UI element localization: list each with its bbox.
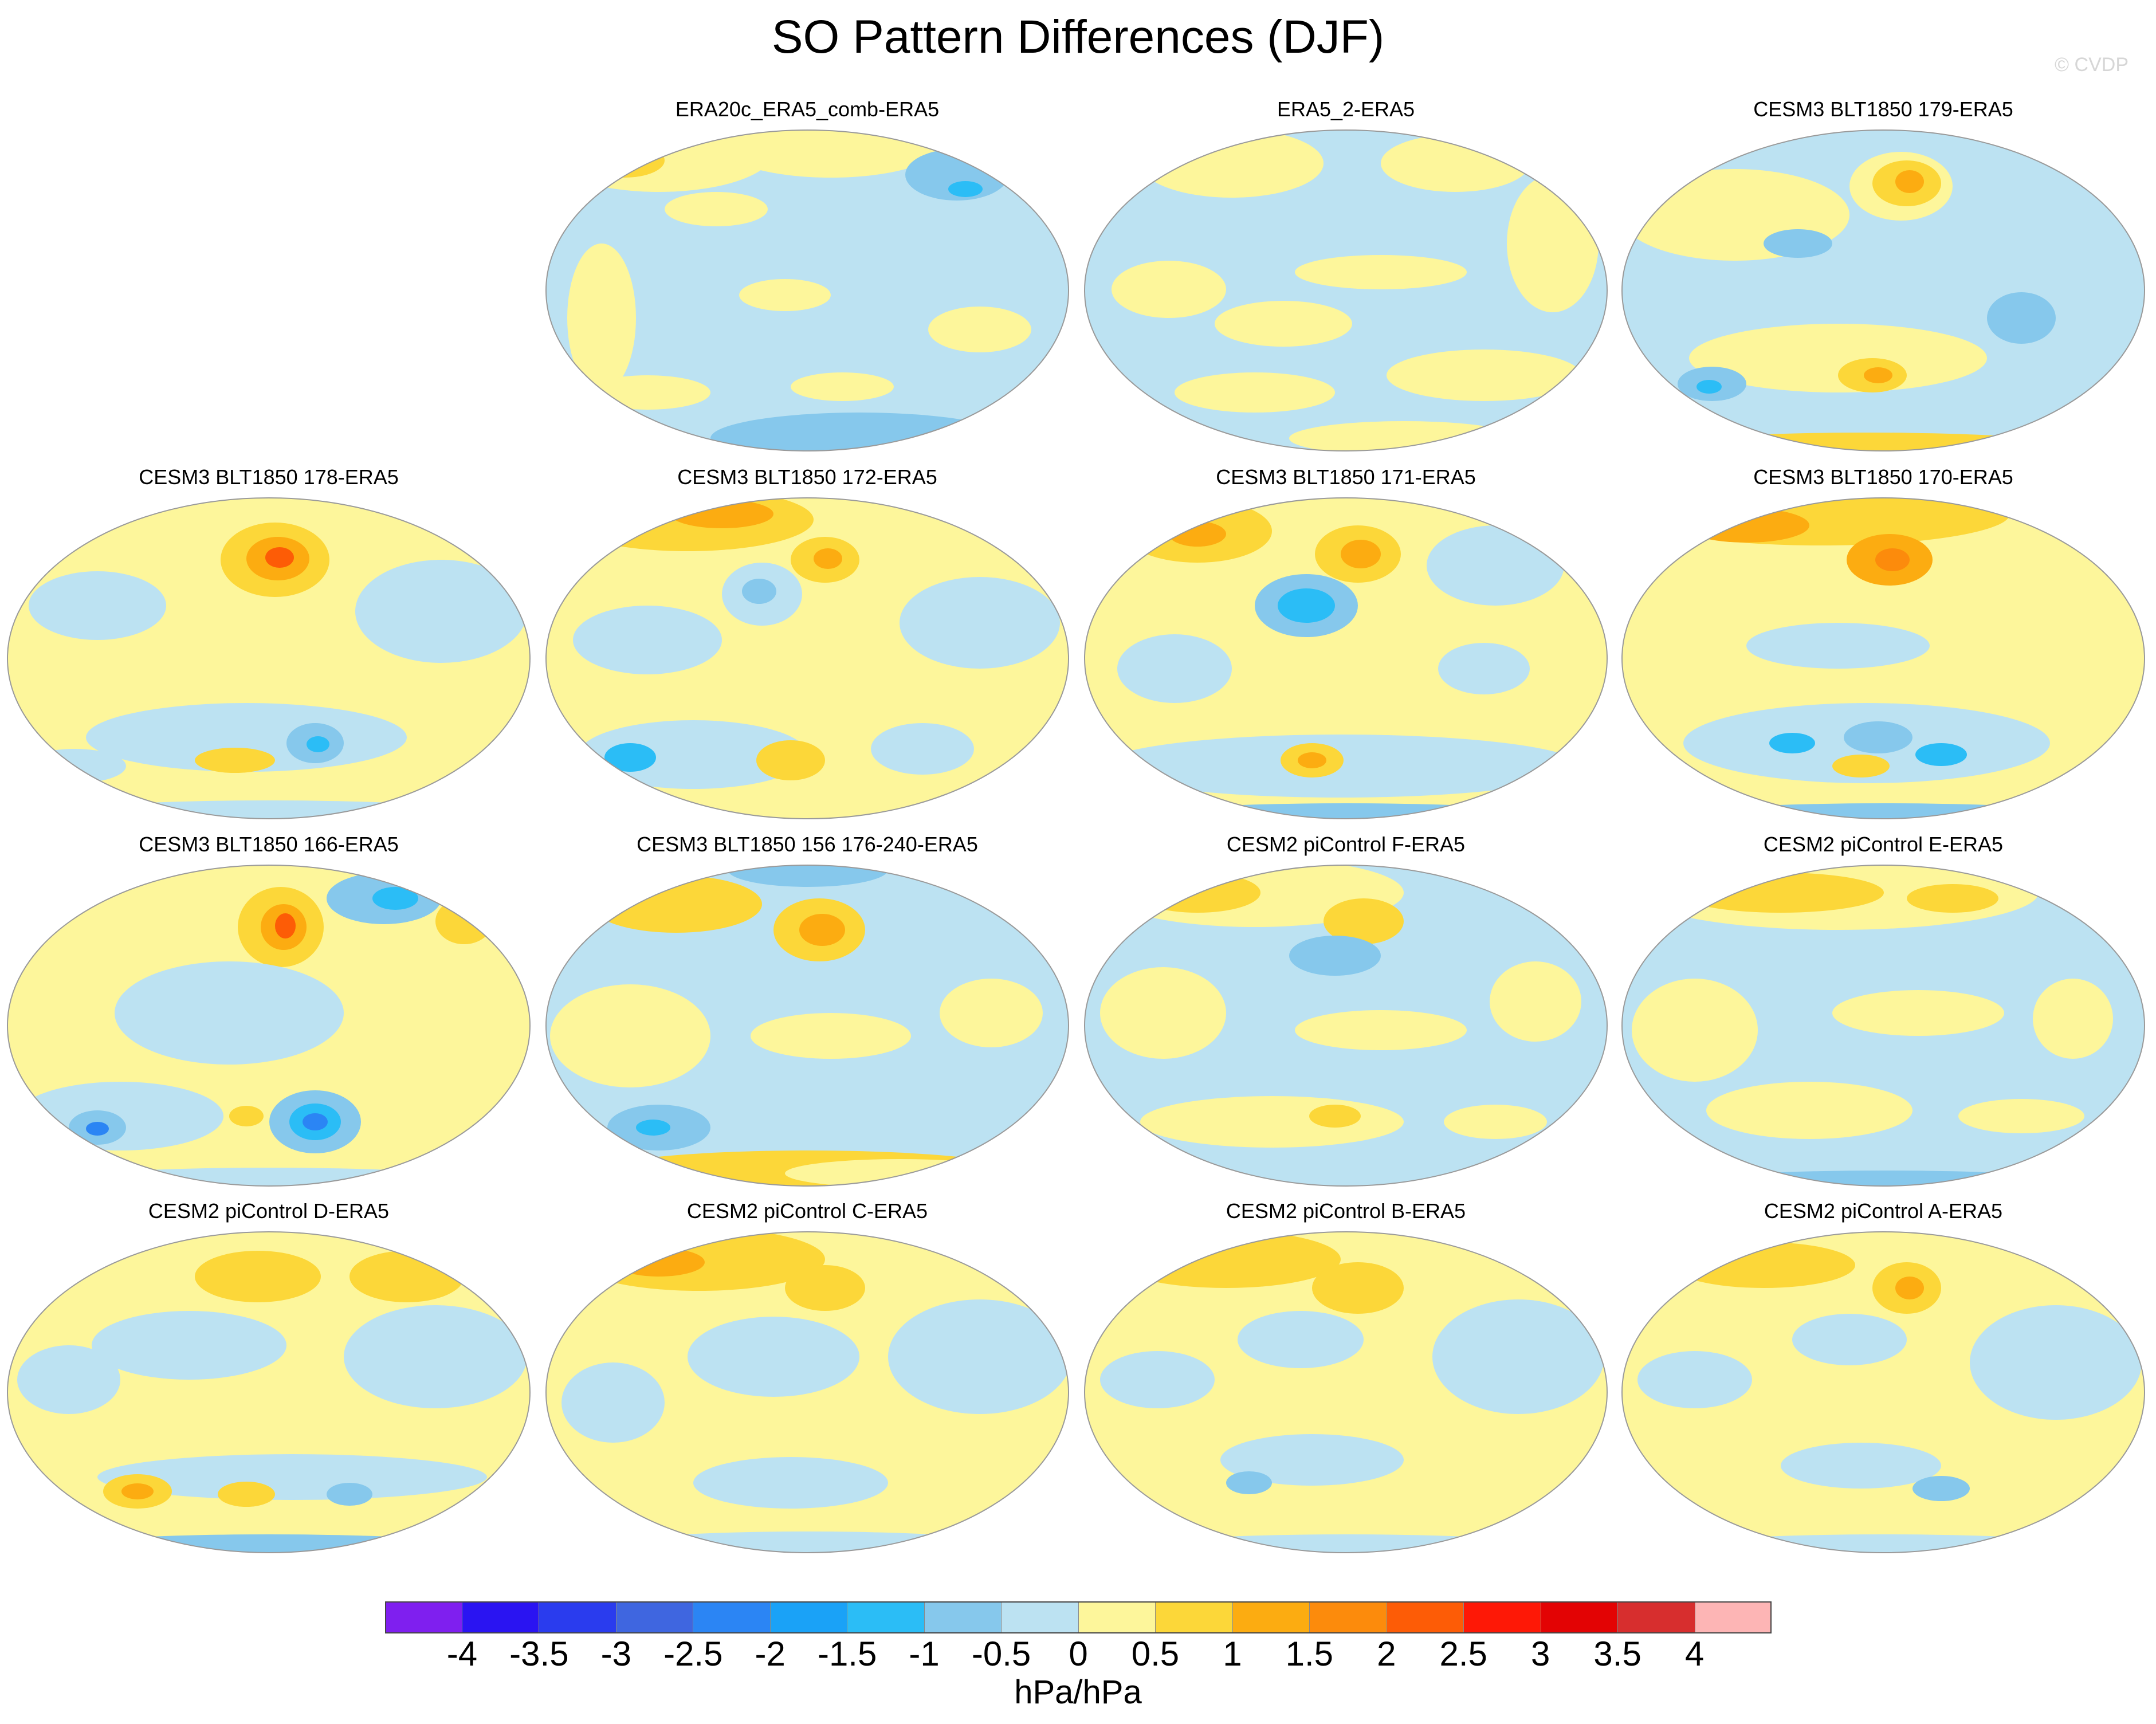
colorbar-box [1310, 1601, 1387, 1633]
map-plot [545, 497, 1069, 819]
map-plot [1084, 497, 1608, 819]
map-panel: CESM3 BLT1850 156 176-240-ERA5 [544, 832, 1070, 1199]
map-panel: CESM3 BLT1850 166-ERA5 [6, 832, 532, 1199]
colorbar-tick-label: 0.5 [1131, 1635, 1180, 1673]
map-panel: CESM2 piControl C-ERA5 [544, 1199, 1070, 1566]
map-plot [1621, 865, 2145, 1187]
colorbar-tick-label: -1.5 [817, 1635, 877, 1673]
colorbar-tick-label: -2 [755, 1635, 786, 1673]
colorbar-tick-label: -3 [600, 1635, 632, 1673]
colorbar-tick-label: -4 [446, 1635, 478, 1673]
panel-title: ERA20c_ERA5_comb-ERA5 [675, 97, 940, 121]
colorbar-box [1541, 1601, 1618, 1633]
colorbar-box [924, 1601, 1002, 1633]
panel-title: CESM3 BLT1850 156 176-240-ERA5 [637, 832, 978, 856]
colorbar-box [539, 1601, 616, 1633]
panel-title: CESM3 BLT1850 171-ERA5 [1216, 465, 1476, 489]
panel-title: CESM2 piControl C-ERA5 [686, 1199, 928, 1223]
panel-title: CESM2 piControl E-ERA5 [1763, 832, 2004, 856]
colorbar-box [1695, 1601, 1772, 1633]
map-plot [1084, 129, 1608, 451]
colorbar-box [1464, 1601, 1541, 1633]
map-panel: CESM3 BLT1850 172-ERA5 [544, 465, 1070, 832]
colorbar-box [1078, 1601, 1156, 1633]
map-panel: CESM2 piControl D-ERA5 [6, 1199, 532, 1566]
map-plot [1084, 865, 1608, 1187]
colorbar-tick-label: 0 [1069, 1635, 1088, 1673]
colorbar-tick-label: -0.5 [971, 1635, 1031, 1673]
colorbar [385, 1601, 1772, 1633]
colorbar-box [1156, 1601, 1233, 1633]
map-plot [545, 129, 1069, 451]
map-plot [1084, 1231, 1608, 1553]
map-plot [7, 497, 531, 819]
map-plot [545, 865, 1069, 1187]
panel-title: CESM3 BLT1850 166-ERA5 [139, 832, 399, 856]
map-plot [1621, 1231, 2145, 1553]
colorbar-box [1387, 1601, 1464, 1633]
colorbar-tick-label: 2 [1377, 1635, 1396, 1673]
colorbar-box [847, 1601, 925, 1633]
colorbar-box [1618, 1601, 1695, 1633]
colorbar-tick-label: -1 [909, 1635, 940, 1673]
map-panel: CESM3 BLT1850 170-ERA5 [1620, 465, 2146, 832]
panel-title: CESM2 piControl D-ERA5 [148, 1199, 390, 1223]
map-panel: CESM2 piControl B-ERA5 [1083, 1199, 1609, 1566]
panel-title: CESM3 BLT1850 178-ERA5 [139, 465, 399, 489]
panel-title: CESM3 BLT1850 179-ERA5 [1753, 97, 2013, 121]
map-plot [1621, 129, 2145, 451]
map-plot [7, 1231, 531, 1553]
map-panel: CESM2 piControl A-ERA5 [1620, 1199, 2146, 1566]
panel-title: CESM2 piControl F-ERA5 [1226, 832, 1466, 856]
map-panel: CESM3 BLT1850 171-ERA5 [1083, 465, 1609, 832]
colorbar-box [693, 1601, 771, 1633]
map-panel: ERA20c_ERA5_comb-ERA5 [544, 97, 1070, 464]
panel-title: CESM2 piControl B-ERA5 [1226, 1199, 1466, 1223]
colorbar-tick-label: 1.5 [1285, 1635, 1334, 1673]
colorbar-units: hPa/hPa [1014, 1674, 1142, 1711]
colorbar-tick-label: 2.5 [1439, 1635, 1487, 1673]
map-panel: CESM3 BLT1850 178-ERA5 [6, 465, 532, 832]
colorbar-box [770, 1601, 847, 1633]
map-plot [7, 865, 531, 1187]
colorbar-tick-label: 3 [1530, 1635, 1550, 1673]
panel-title: CESM3 BLT1850 170-ERA5 [1753, 465, 2013, 489]
panel-title: CESM3 BLT1850 172-ERA5 [677, 465, 937, 489]
colorbar-frame [385, 1601, 1772, 1633]
panel-title: ERA5_2-ERA5 [1277, 97, 1415, 121]
colorbar-box [462, 1601, 539, 1633]
colorbar-box [1232, 1601, 1310, 1633]
map-panel: ERA5_2-ERA5 [1083, 97, 1609, 464]
colorbar-tick-label: -2.5 [663, 1635, 723, 1673]
colorbar-tick-label: -3.5 [509, 1635, 569, 1673]
colorbar-box [385, 1601, 462, 1633]
map-panel: CESM3 BLT1850 179-ERA5 [1620, 97, 2146, 464]
cvdp-credit: © CVDP [2055, 54, 2128, 76]
colorbar-box [616, 1601, 693, 1633]
figure-title: SO Pattern Differences (DJF) [771, 11, 1385, 63]
panel-title: CESM2 piControl A-ERA5 [1764, 1199, 2003, 1223]
colorbar-tick-label: 4 [1684, 1635, 1705, 1673]
colorbar-tick-label: 3.5 [1593, 1635, 1641, 1673]
map-plot [1621, 497, 2145, 819]
map-plot [545, 1231, 1069, 1553]
map-panel: CESM2 piControl E-ERA5 [1620, 832, 2146, 1199]
colorbar-box [1002, 1601, 1079, 1633]
colorbar-tick-label: 1 [1223, 1635, 1242, 1673]
map-panel: CESM2 piControl F-ERA5 [1083, 832, 1609, 1199]
